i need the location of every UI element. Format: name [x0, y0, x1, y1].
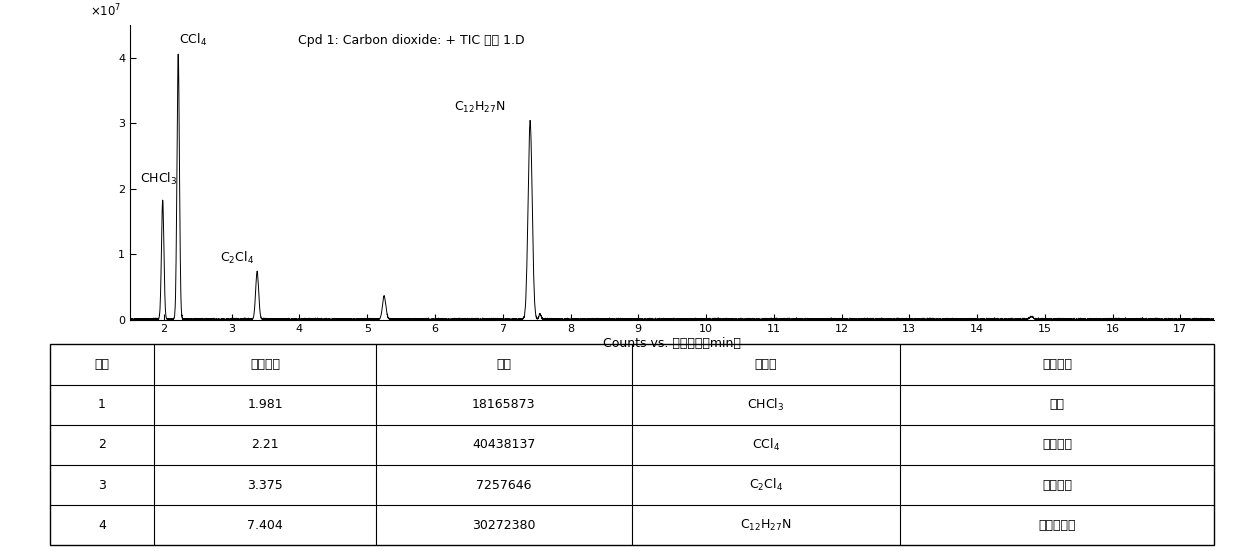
Text: CCl$_4$: CCl$_4$ [178, 31, 207, 48]
Text: CHCl$_3$: CHCl$_3$ [747, 397, 784, 413]
X-axis label: Counts vs. 采集时间（min）: Counts vs. 采集时间（min） [603, 337, 741, 350]
Text: C$_2$Cl$_4$: C$_2$Cl$_4$ [748, 477, 783, 493]
Text: Cpd 1: Carbon dioxide: + TIC 扫描 1.D: Cpd 1: Carbon dioxide: + TIC 扫描 1.D [299, 34, 525, 47]
Text: 4: 4 [98, 519, 105, 532]
Text: 2: 2 [98, 439, 105, 451]
Text: 四氯乙烯: 四氯乙烯 [1042, 479, 1072, 491]
Text: 氯仳: 氯仳 [1049, 398, 1064, 411]
Text: 1: 1 [98, 398, 105, 411]
Text: 3: 3 [98, 479, 105, 491]
Text: 2.21: 2.21 [252, 439, 279, 451]
Text: C$_{12}$H$_{27}$N: C$_{12}$H$_{27}$N [453, 100, 506, 115]
Text: C$_{12}$H$_{27}$N: C$_{12}$H$_{27}$N [740, 518, 792, 533]
Text: 1.981: 1.981 [248, 398, 282, 411]
Text: 7257646: 7257646 [476, 479, 532, 491]
Text: CCl$_4$: CCl$_4$ [752, 437, 779, 453]
Text: 三正丁基錙: 三正丁基錙 [1038, 519, 1075, 532]
Text: 40438137: 40438137 [472, 439, 535, 451]
Text: CHCl$_3$: CHCl$_3$ [140, 171, 177, 187]
Text: 峰高: 峰高 [497, 358, 512, 371]
Text: 四氯化碳: 四氯化碳 [1042, 439, 1072, 451]
Text: 峰号: 峰号 [94, 358, 109, 371]
Text: 3.375: 3.375 [247, 479, 282, 491]
Text: 保留时间: 保留时间 [250, 358, 280, 371]
Text: C$_2$Cl$_4$: C$_2$Cl$_4$ [219, 250, 254, 266]
Text: 7.404: 7.404 [247, 519, 282, 532]
Text: 30272380: 30272380 [472, 519, 535, 532]
Text: 分子式: 分子式 [755, 358, 777, 371]
Text: 对应物质: 对应物质 [1042, 358, 1072, 371]
Text: $\times$10$^7$: $\times$10$^7$ [90, 2, 121, 19]
Text: 18165873: 18165873 [472, 398, 535, 411]
